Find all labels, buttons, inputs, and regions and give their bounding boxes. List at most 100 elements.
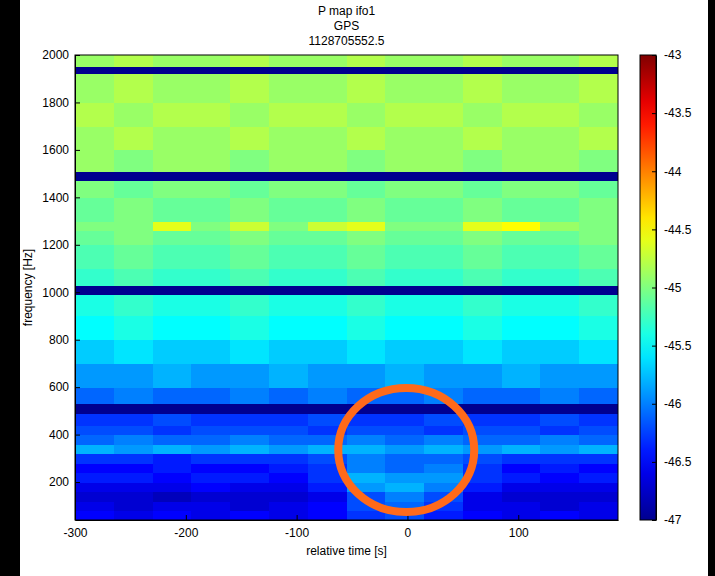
heatmap-cell xyxy=(502,463,541,473)
heatmap-cell xyxy=(308,74,347,103)
heatmap-cell xyxy=(540,413,579,425)
tick: -45 xyxy=(652,281,682,295)
heatmap-cell xyxy=(502,55,541,67)
heatmap-cell xyxy=(191,74,230,103)
heatmap-cell xyxy=(269,269,308,286)
heatmap-cell xyxy=(75,501,114,511)
heatmap-cell xyxy=(114,404,153,414)
heatmap-cell xyxy=(153,340,192,364)
heatmap-cell xyxy=(540,55,579,67)
heatmap-cell xyxy=(424,473,463,483)
heatmap-cell xyxy=(579,340,618,364)
heatmap-cell xyxy=(191,473,230,483)
heatmap-cell xyxy=(230,316,269,340)
title-line: P map ifo1 xyxy=(318,4,375,18)
heatmap-cell xyxy=(308,511,347,520)
heatmap-cell xyxy=(191,269,230,286)
heatmap-cell xyxy=(347,181,386,198)
heatmap-cell xyxy=(463,363,502,387)
heatmap-cell xyxy=(153,245,192,269)
heatmap-cell xyxy=(269,413,308,425)
heatmap-cell xyxy=(308,171,347,181)
heatmap-cell xyxy=(153,444,192,454)
heatmap-cell xyxy=(579,181,618,198)
heatmap-cell xyxy=(463,387,502,404)
heatmap-cell xyxy=(308,197,347,221)
heatmap-cell xyxy=(230,74,269,103)
heatmap-cell xyxy=(230,501,269,511)
heatmap-cell xyxy=(308,181,347,198)
cells xyxy=(75,55,618,520)
heatmap-cell xyxy=(308,150,347,172)
heatmap-cell xyxy=(191,425,230,435)
heatmap-cell xyxy=(269,340,308,364)
heatmap-cell xyxy=(540,501,579,511)
heatmap-cell xyxy=(191,126,230,150)
heatmap-cell xyxy=(230,295,269,317)
heatmap-cell xyxy=(502,150,541,172)
highlight-ring xyxy=(338,388,474,512)
heatmap-cell xyxy=(579,245,618,269)
heatmap-cell xyxy=(463,285,502,295)
heatmap-cell xyxy=(153,221,192,231)
heatmap-cell xyxy=(347,269,386,286)
heatmap-cell xyxy=(230,126,269,150)
heatmap-cell xyxy=(424,269,463,286)
heatmap-cell xyxy=(153,295,192,317)
tick-label: -43 xyxy=(664,48,682,62)
heatmap-cell xyxy=(540,435,579,445)
heatmap-cell xyxy=(424,74,463,103)
heatmap-cell xyxy=(75,55,114,67)
heatmap-cell xyxy=(347,74,386,103)
heatmap-cell xyxy=(347,285,386,295)
heatmap-cell xyxy=(347,126,386,150)
heatmap-cell xyxy=(308,285,347,295)
heatmap-cell xyxy=(269,55,308,67)
heatmap-cell xyxy=(230,285,269,295)
tick-label: 400 xyxy=(49,428,69,442)
heatmap-cell xyxy=(191,363,230,387)
tick-label: 2000 xyxy=(42,48,69,62)
tick-mark xyxy=(652,520,656,521)
heatmap-cell xyxy=(308,404,347,414)
heatmap-cell xyxy=(114,387,153,404)
heatmap-cell xyxy=(540,150,579,172)
heatmap-cell xyxy=(502,387,541,404)
heatmap-cell xyxy=(347,150,386,172)
heatmap-cell xyxy=(385,171,424,181)
heatmap-cell xyxy=(502,102,541,126)
heatmap-cell xyxy=(153,492,192,502)
tick-mark xyxy=(652,462,656,463)
heatmap-cell xyxy=(579,463,618,473)
heatmap-cell xyxy=(153,181,192,198)
heatmap-cell xyxy=(502,316,541,340)
heatmap-cell xyxy=(153,425,192,435)
heatmap-cell xyxy=(579,221,618,231)
heatmap-cell xyxy=(308,102,347,126)
heatmap-cell xyxy=(385,444,424,454)
heatmap-cell xyxy=(308,316,347,340)
tick-mark xyxy=(75,102,80,103)
heatmap-cell xyxy=(308,482,347,492)
heatmap-cell xyxy=(269,454,308,464)
heatmap-cell xyxy=(114,316,153,340)
heatmap-cell xyxy=(463,444,502,454)
heatmap-cell xyxy=(424,171,463,181)
heatmap-cell xyxy=(153,102,192,126)
tick-label: -300 xyxy=(63,526,87,540)
heatmap-cell xyxy=(75,231,114,246)
heatmap-cell xyxy=(75,404,114,414)
heatmap-cell xyxy=(424,295,463,317)
heatmap-cell xyxy=(502,363,541,387)
heatmap-cell xyxy=(463,126,502,150)
heatmap-cell xyxy=(114,413,153,425)
tick: -200 xyxy=(174,515,198,540)
tick-mark xyxy=(75,340,80,341)
tick-mark xyxy=(75,387,80,388)
heatmap-cell xyxy=(540,316,579,340)
heatmap-cell xyxy=(269,67,308,75)
heatmap-cell xyxy=(153,231,192,246)
heatmap-cell xyxy=(540,285,579,295)
heatmap-cell xyxy=(502,404,541,414)
heatmap-cell xyxy=(230,404,269,414)
